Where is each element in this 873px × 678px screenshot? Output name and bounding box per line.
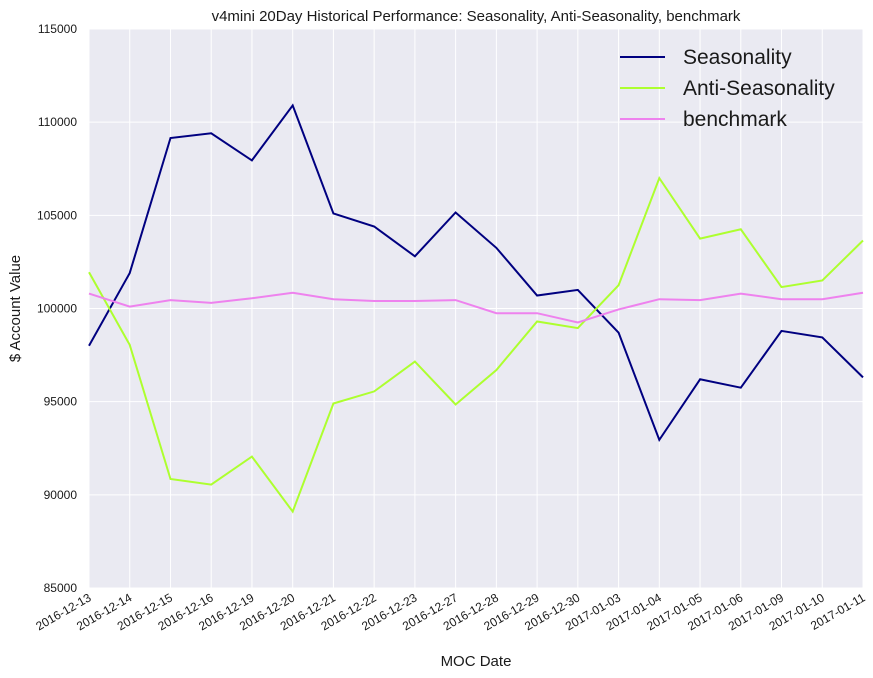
y-tick-label: 115000 bbox=[38, 22, 77, 36]
y-axis-label: $ Account Value bbox=[7, 255, 24, 362]
series-line-benchmark bbox=[88, 291, 864, 324]
y-tick-label: 110000 bbox=[38, 115, 77, 129]
chart-title: v4mini 20Day Historical Performance: Sea… bbox=[212, 8, 741, 25]
series-lines bbox=[88, 103, 864, 514]
legend: Seasonality Anti-Seasonality benchmark bbox=[620, 46, 835, 131]
y-tick-label: 95000 bbox=[44, 395, 78, 409]
y-tick-labels: 85000 90000 95000 100000 105000 110000 115000 bbox=[37, 22, 77, 595]
series-line-anti-seasonality bbox=[88, 175, 864, 514]
x-tick-labels: 2016-12-132016-12-142016-12-152016-12-16… bbox=[33, 590, 867, 633]
y-tick-label: 105000 bbox=[37, 208, 77, 222]
y-tick-label: 90000 bbox=[44, 488, 78, 502]
legend-label: benchmark bbox=[683, 108, 787, 131]
y-tick-label: 100000 bbox=[37, 302, 77, 316]
legend-label: Anti-Seasonality bbox=[683, 77, 835, 100]
legend-label: Seasonality bbox=[683, 46, 792, 69]
y-tick-label: 85000 bbox=[44, 581, 78, 595]
x-axis-label: MOC Date bbox=[441, 653, 512, 670]
grid-lines bbox=[88, 28, 864, 589]
series-line-seasonality bbox=[88, 103, 864, 443]
